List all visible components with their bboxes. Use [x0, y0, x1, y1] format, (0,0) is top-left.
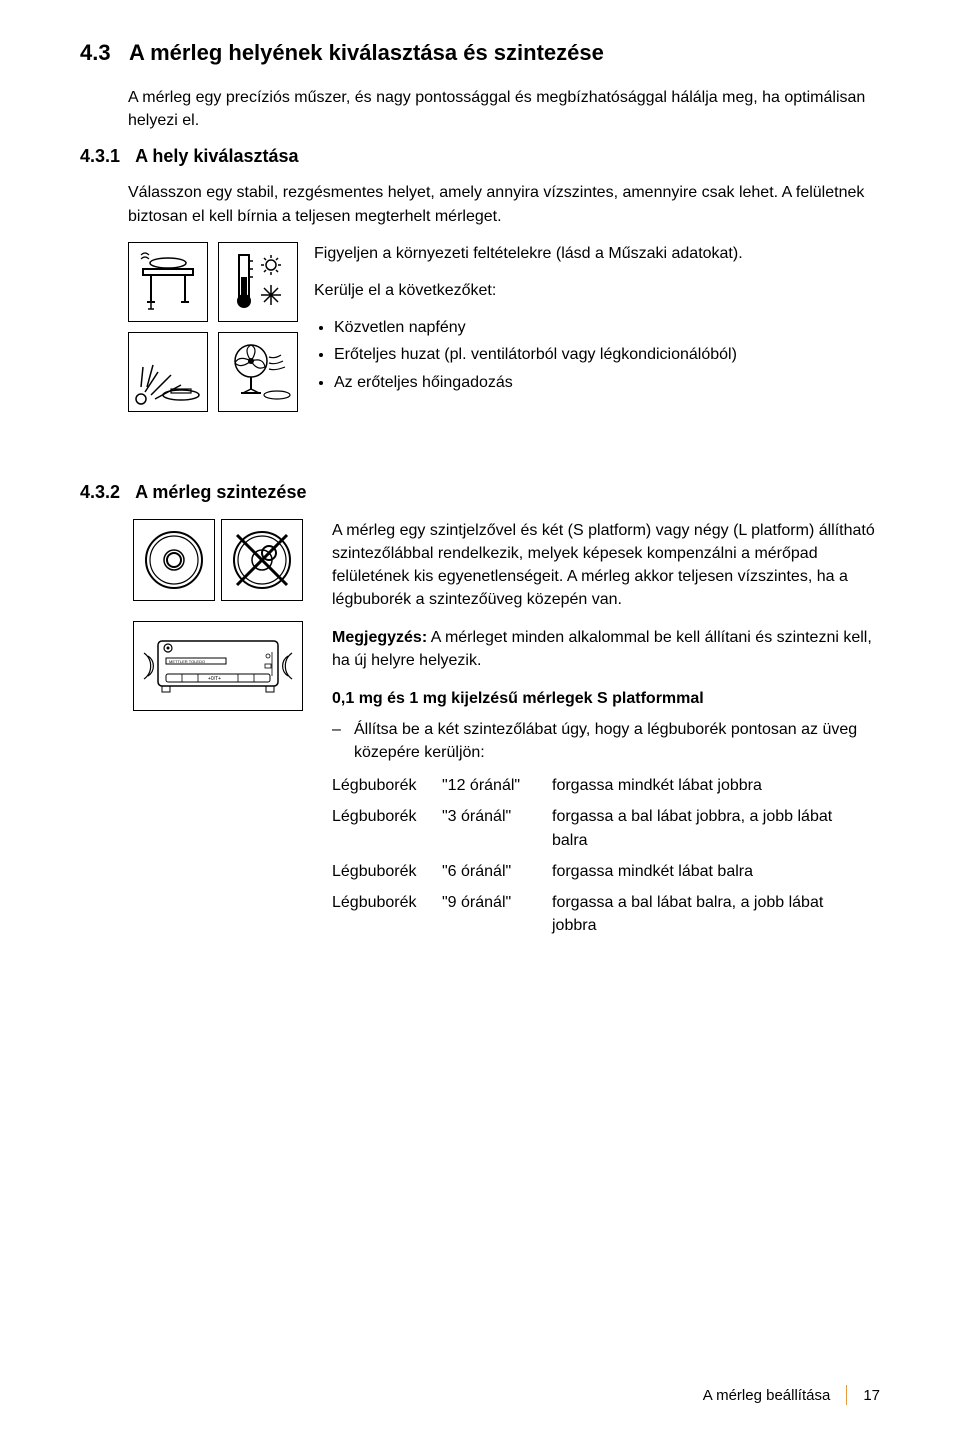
dash-marker: –: [332, 718, 354, 764]
bullet-draft: Erőteljes huzat (pl. ventilátorból vagy …: [334, 343, 880, 366]
table-row: Légbuborék "3 óránál" forgassa a bal láb…: [332, 805, 880, 859]
cell-label: Légbuborék: [332, 805, 442, 859]
bubble-centered-icon: [133, 519, 215, 601]
cell-action: forgassa mindkét lábat balra: [552, 860, 880, 891]
table-row: Légbuborék "12 óránál" forgassa mindkét …: [332, 774, 880, 805]
cell-action: forgassa mindkét lábat jobbra: [552, 774, 880, 805]
adjust-instruction-text: Állítsa be a két szintezőlábat úgy, hogy…: [354, 718, 880, 764]
table-row: Légbuborék "6 óránál" forgassa mindkét l…: [332, 860, 880, 891]
section-4-3-1-para3: Kerülje el a következőket:: [314, 279, 880, 302]
section-4-3-2-title: A mérleg szintezése: [135, 482, 306, 502]
section-4-3-number: 4.3: [80, 40, 111, 65]
section-4-3-2-note: Megjegyzés: A mérleget minden alkalommal…: [332, 626, 880, 672]
fan-draft-icon: [218, 332, 298, 412]
section-4-3-2-para1: A mérleg egy szintjelzővel és két (S pla…: [332, 519, 880, 612]
footer-label: A mérleg beállítása: [703, 1387, 831, 1404]
footer-divider: [846, 1385, 847, 1405]
avoid-list: Közvetlen napfény Erőteljes huzat (pl. v…: [334, 316, 880, 394]
bullet-temperature: Az erőteljes hőingadozás: [334, 371, 880, 394]
cell-action: forgassa a bal lábat balra, a jobb lábat…: [552, 891, 880, 945]
adjust-instruction: – Állítsa be a két szintezőlábat úgy, ho…: [332, 718, 880, 764]
bubble-offcenter-icon: [221, 519, 303, 601]
cell-position: "6 óránál": [442, 860, 552, 891]
cell-position: "12 óránál": [442, 774, 552, 805]
bullet-sunlight: Közvetlen napfény: [334, 316, 880, 339]
sunlight-icon: [128, 332, 208, 412]
section-4-3-intro: A mérleg egy precíziós műszer, és nagy p…: [128, 86, 880, 132]
section-4-3-1-number: 4.3.1: [80, 146, 120, 166]
cell-position: "3 óránál": [442, 805, 552, 859]
cell-label: Légbuborék: [332, 891, 442, 945]
section-4-3-heading: 4.3 A mérleg helyének kiválasztása és sz…: [80, 40, 880, 66]
section-4-3-2-number: 4.3.2: [80, 482, 120, 502]
cell-position: "9 óránál": [442, 891, 552, 945]
thermometer-sun-snow-icon: [218, 242, 298, 322]
page-footer: A mérleg beállítása 17: [703, 1385, 880, 1405]
level-bubble-icons: [133, 519, 303, 601]
section-4-3-1-title: A hely kiválasztása: [135, 146, 298, 166]
cell-label: Légbuborék: [332, 774, 442, 805]
note-label: Megjegyzés:: [332, 629, 427, 646]
cell-action: forgassa a bal lábat jobbra, a jobb lába…: [552, 805, 880, 859]
svg-text:METTLER TOLEDO: METTLER TOLEDO: [169, 659, 205, 664]
s-platform-heading: 0,1 mg és 1 mg kijelzésű mérlegek S plat…: [332, 690, 880, 708]
cell-label: Légbuborék: [332, 860, 442, 891]
environment-icons-grid: [128, 242, 298, 412]
table-row: Légbuborék "9 óránál" forgassa a bal láb…: [332, 891, 880, 945]
vibration-table-icon: [128, 242, 208, 322]
bubble-position-table: Légbuborék "12 óránál" forgassa mindkét …: [332, 774, 880, 945]
section-4-3-title: A mérleg helyének kiválasztása és szinte…: [129, 40, 604, 65]
svg-text:+0/T+: +0/T+: [208, 676, 221, 682]
section-4-3-2-heading: 4.3.2 A mérleg szintezése: [80, 482, 880, 503]
section-4-3-1-para2: Figyeljen a környezeti feltételekre (lás…: [314, 242, 880, 265]
section-4-3-1-heading: 4.3.1 A hely kiválasztása: [80, 146, 880, 167]
footer-page-number: 17: [863, 1387, 880, 1404]
balance-device-icon: METTLER TOLEDO +0/T+: [133, 621, 303, 711]
section-4-3-1-para1: Válasszon egy stabil, rezgésmentes helye…: [128, 181, 880, 227]
